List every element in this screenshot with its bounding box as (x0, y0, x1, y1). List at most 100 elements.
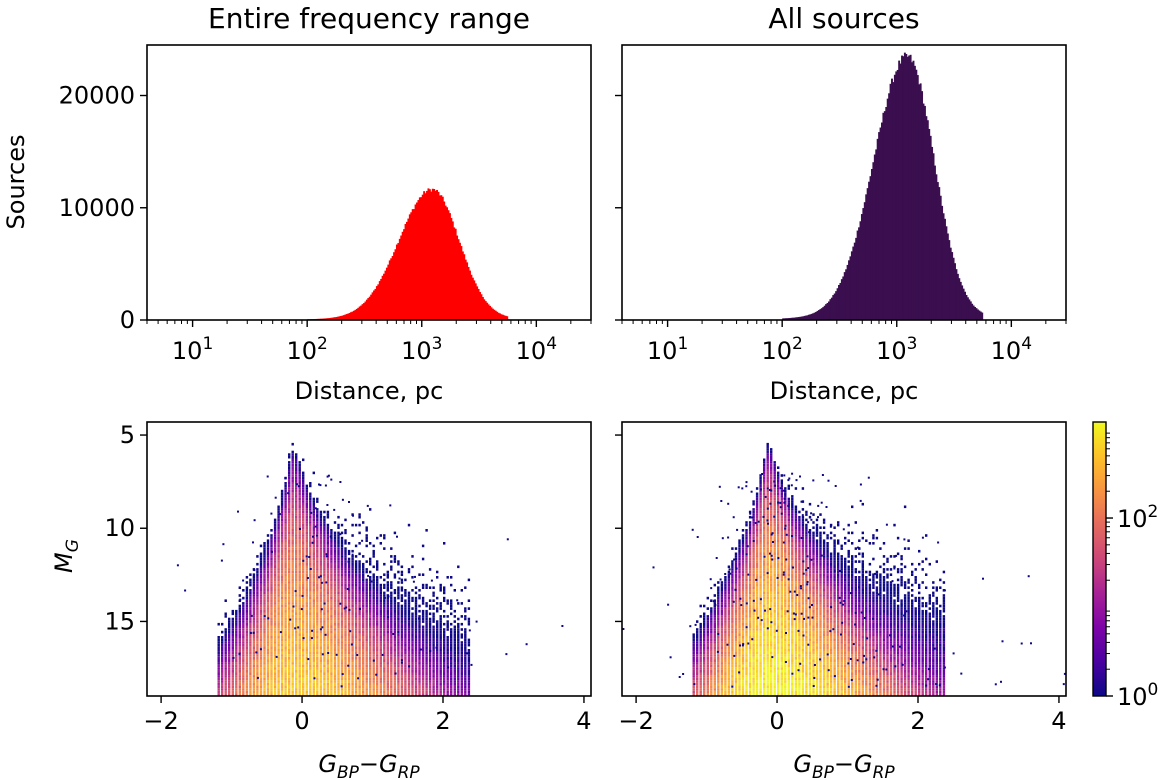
density-cell (428, 625, 432, 629)
density-cell (390, 649, 393, 652)
density-cell (400, 664, 404, 668)
density-cell (326, 615, 330, 618)
density-cell (284, 487, 287, 490)
density-cell (358, 628, 361, 631)
density-cell (305, 651, 308, 655)
density-cell (376, 620, 379, 623)
density-cell (457, 677, 460, 681)
density-cell (277, 596, 280, 600)
density-cell (365, 638, 368, 642)
density-cell (280, 489, 284, 493)
density-cell (365, 680, 368, 683)
density-cell (794, 552, 798, 556)
density-cell (344, 576, 347, 579)
density-cell (404, 651, 407, 655)
density-cell (351, 576, 354, 579)
density-cell (288, 602, 291, 605)
density-cell (316, 591, 319, 595)
hist-bar (975, 308, 978, 320)
density-cell (305, 680, 308, 683)
density-cell (270, 591, 273, 595)
density-cell (801, 526, 805, 529)
density-cell (763, 502, 766, 506)
density-cell (270, 612, 273, 616)
density-cell (784, 552, 787, 556)
density-cell (288, 479, 291, 482)
density-cell (235, 625, 238, 629)
density-cell (288, 523, 291, 527)
x-tick-label: 0 (294, 707, 309, 735)
density-cell (249, 646, 252, 649)
density-cell (259, 615, 263, 618)
density-cell (326, 534, 330, 537)
density-cell (354, 675, 358, 678)
density-cell (464, 649, 467, 652)
density-cell (344, 664, 347, 668)
density-cell (326, 662, 330, 665)
density-cell (273, 656, 277, 660)
density-point (400, 661, 403, 664)
density-cell (245, 636, 249, 639)
density-cell (333, 638, 337, 642)
density-cell (238, 604, 241, 608)
density-cell (787, 521, 790, 524)
x-tick-label-base: 10 (286, 337, 317, 365)
density-point (314, 507, 317, 510)
density-cell (436, 625, 439, 629)
density-cell (393, 622, 397, 626)
density-cell (252, 664, 256, 668)
density-cell (295, 521, 298, 524)
density-cell (351, 586, 354, 589)
density-cell (752, 557, 755, 561)
density-cell (376, 654, 379, 657)
density-cell (259, 654, 263, 657)
x-tick-label: 103 (401, 334, 442, 365)
density-cell (326, 680, 330, 683)
density-cell (383, 628, 386, 631)
hist-bar (796, 317, 799, 320)
density-cell (777, 544, 780, 548)
density-cell (295, 513, 298, 516)
density-cell (280, 557, 284, 561)
density-cell (295, 489, 298, 493)
density-cell (432, 612, 435, 616)
density-cell (453, 643, 456, 647)
density-cell (238, 636, 241, 639)
density-cell (400, 649, 404, 652)
density-cell (340, 643, 344, 647)
density-point (430, 579, 433, 582)
hist-bar (925, 116, 928, 320)
density-cell (386, 651, 389, 655)
density-cell (319, 515, 323, 519)
density-cell (372, 620, 375, 623)
density-cell (763, 542, 766, 545)
density-cell (794, 547, 798, 550)
density-cell (252, 667, 256, 670)
density-cell (270, 685, 273, 689)
density-cell (457, 683, 460, 686)
density-cell (270, 578, 273, 582)
density-cell (893, 523, 896, 527)
density-cell (273, 680, 277, 683)
density-cell (365, 633, 368, 636)
density-cell (798, 552, 801, 556)
density-cell (369, 690, 372, 694)
density-cell (383, 669, 386, 673)
density-cell (273, 649, 277, 652)
density-cell (305, 690, 308, 694)
density-cell (383, 680, 386, 683)
density-cell (252, 602, 256, 605)
density-cell (844, 536, 847, 540)
density-cell (436, 685, 439, 689)
density-cell (228, 662, 231, 665)
density-cell (354, 565, 358, 569)
density-cell (372, 672, 375, 676)
density-cell (376, 599, 379, 602)
density-cell (457, 633, 460, 636)
density-cell (333, 602, 337, 605)
density-cell (288, 471, 291, 475)
density-cell (256, 609, 259, 613)
density-cell (326, 672, 330, 676)
density-cell (277, 534, 280, 537)
density-cell (421, 586, 425, 589)
